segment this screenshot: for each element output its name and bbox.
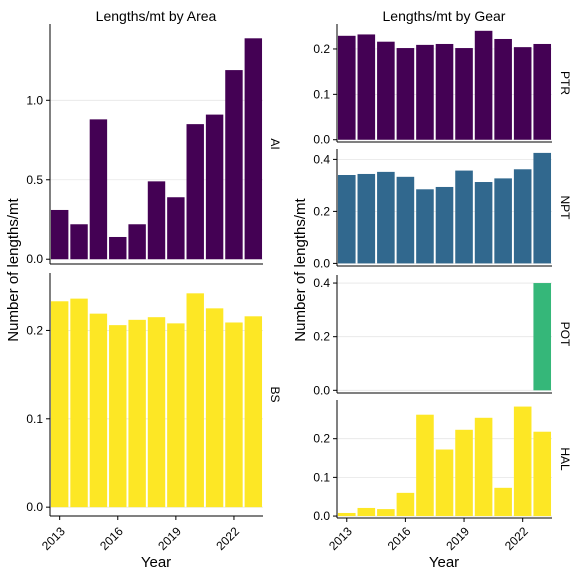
facet-label: BS bbox=[268, 386, 282, 402]
y-tick-label: 0.2 bbox=[313, 432, 330, 446]
chart-title: Lengths/mt by Area bbox=[96, 8, 217, 24]
bar bbox=[337, 512, 356, 517]
bar bbox=[455, 429, 473, 517]
y-tick-label: 0.0 bbox=[313, 133, 330, 147]
bar bbox=[455, 48, 473, 140]
bar bbox=[435, 43, 454, 140]
bar bbox=[357, 34, 376, 140]
bar bbox=[513, 406, 532, 517]
bar bbox=[396, 48, 415, 140]
y-tick-label: 0.1 bbox=[313, 87, 330, 101]
bar bbox=[513, 47, 532, 140]
bar bbox=[147, 181, 166, 260]
y-tick-label: 0.4 bbox=[313, 276, 330, 290]
bar bbox=[377, 509, 395, 517]
bar bbox=[205, 308, 224, 508]
bar bbox=[396, 492, 415, 517]
bar bbox=[225, 322, 243, 508]
bar bbox=[109, 325, 127, 508]
x-tick-label: 2022 bbox=[213, 524, 242, 553]
bar bbox=[533, 431, 552, 517]
bar bbox=[494, 487, 512, 517]
bar bbox=[357, 173, 376, 264]
bar bbox=[244, 38, 263, 260]
bar bbox=[416, 189, 434, 264]
bar bbox=[377, 41, 395, 140]
facet-label: HAL bbox=[558, 447, 572, 471]
facet-label: AI bbox=[268, 138, 282, 149]
bar bbox=[435, 186, 454, 264]
x-tick-label: 2013 bbox=[326, 524, 355, 553]
y-tick-label: 0.2 bbox=[313, 204, 330, 218]
bar bbox=[435, 449, 454, 517]
y-tick-label: 1.0 bbox=[26, 93, 43, 107]
bar bbox=[167, 323, 185, 508]
bar bbox=[89, 119, 108, 260]
x-tick-label: 2016 bbox=[385, 524, 414, 553]
bar bbox=[89, 313, 108, 508]
bar bbox=[494, 38, 512, 140]
x-tick-label: 2013 bbox=[39, 524, 68, 553]
chart-title: Lengths/mt by Gear bbox=[383, 8, 506, 24]
bar bbox=[396, 176, 415, 264]
bar bbox=[533, 43, 552, 140]
bar bbox=[128, 224, 146, 260]
y-tick-label: 0.0 bbox=[26, 500, 43, 514]
bar bbox=[167, 197, 185, 260]
y-tick-label: 0.4 bbox=[313, 152, 330, 166]
y-tick-label: 0.2 bbox=[26, 323, 43, 337]
bar bbox=[244, 316, 263, 508]
x-axis-title: Year bbox=[429, 554, 459, 571]
bar bbox=[513, 169, 532, 264]
bar bbox=[128, 319, 146, 508]
bar bbox=[416, 414, 434, 517]
bar bbox=[455, 170, 473, 264]
y-tick-label: 0.2 bbox=[313, 330, 330, 344]
bar bbox=[357, 507, 376, 517]
facet-label: NPT bbox=[558, 196, 572, 221]
bar bbox=[147, 317, 166, 508]
y-tick-label: 0.0 bbox=[313, 256, 330, 270]
bar bbox=[494, 178, 512, 264]
facet-label: POT bbox=[558, 322, 572, 347]
y-tick-label: 0.0 bbox=[313, 509, 330, 523]
bar bbox=[50, 301, 69, 508]
y-axis-title: Number of lengths/mt bbox=[292, 197, 309, 341]
y-tick-label: 0.5 bbox=[26, 173, 43, 187]
bar bbox=[533, 152, 552, 264]
bar bbox=[186, 293, 204, 508]
bar bbox=[109, 236, 127, 260]
bar bbox=[50, 209, 69, 260]
bar bbox=[225, 70, 243, 260]
bar bbox=[337, 35, 356, 140]
x-tick-label: 2019 bbox=[155, 524, 184, 553]
y-tick-label: 0.1 bbox=[26, 412, 43, 426]
y-tick-label: 0.0 bbox=[313, 383, 330, 397]
x-axis-title: Year bbox=[141, 554, 171, 571]
y-tick-label: 0.0 bbox=[26, 252, 43, 266]
bar bbox=[474, 30, 493, 140]
bar bbox=[416, 44, 434, 140]
bar bbox=[205, 114, 224, 260]
bar bbox=[377, 171, 395, 264]
bar bbox=[337, 175, 356, 264]
x-tick-label: 2016 bbox=[97, 524, 126, 553]
bar bbox=[474, 182, 493, 264]
x-tick-label: 2022 bbox=[502, 524, 531, 553]
bar bbox=[533, 283, 552, 391]
bar bbox=[70, 298, 88, 508]
y-axis-title: Number of lengths/mt bbox=[5, 197, 22, 341]
x-tick-label: 2019 bbox=[443, 524, 472, 553]
y-tick-label: 0.1 bbox=[313, 470, 330, 484]
facet-label: PTR bbox=[558, 71, 572, 95]
y-tick-label: 0.2 bbox=[313, 42, 330, 56]
bar bbox=[186, 124, 204, 260]
bar bbox=[474, 417, 493, 517]
bar bbox=[70, 224, 88, 260]
